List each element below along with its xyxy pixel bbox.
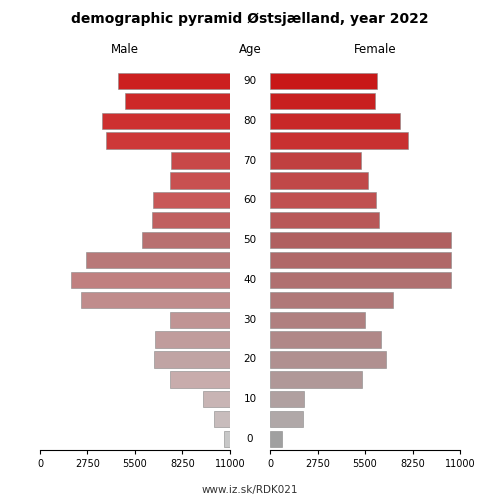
Bar	[270, 252, 452, 268]
Bar	[270, 371, 362, 388]
Text: 30: 30	[244, 314, 256, 324]
Text: 60: 60	[244, 196, 256, 205]
Text: Female: Female	[354, 43, 397, 56]
Bar	[270, 112, 400, 129]
Bar	[82, 292, 230, 308]
Bar	[71, 272, 230, 288]
Bar	[270, 332, 380, 347]
Bar	[270, 172, 368, 188]
Bar	[86, 252, 230, 268]
Bar	[170, 172, 230, 188]
Bar	[270, 92, 374, 109]
Bar	[270, 391, 304, 407]
Text: demographic pyramid Østsjælland, year 2022: demographic pyramid Østsjælland, year 20…	[71, 12, 429, 26]
Bar	[142, 232, 230, 248]
Bar	[270, 73, 377, 89]
Bar	[270, 212, 379, 228]
Bar	[270, 292, 392, 308]
Text: Age: Age	[238, 43, 262, 56]
Bar	[270, 411, 303, 428]
Bar	[224, 431, 230, 447]
Bar	[270, 312, 365, 328]
Bar	[124, 92, 230, 109]
Text: 0: 0	[247, 434, 254, 444]
Bar	[172, 152, 230, 168]
Bar	[118, 73, 230, 89]
Bar	[106, 132, 230, 149]
Text: 80: 80	[244, 116, 256, 126]
Bar	[152, 212, 230, 228]
Bar	[170, 312, 230, 328]
Bar	[270, 152, 360, 168]
Text: 90: 90	[244, 76, 256, 86]
Bar	[154, 352, 230, 368]
Bar	[270, 431, 281, 447]
Bar	[203, 391, 230, 407]
Text: 70: 70	[244, 156, 256, 166]
Bar	[270, 192, 376, 208]
Text: 20: 20	[244, 354, 256, 364]
Text: 50: 50	[244, 235, 256, 245]
Bar	[270, 232, 450, 248]
Bar	[270, 352, 386, 368]
Bar	[270, 272, 452, 288]
Bar	[170, 371, 230, 388]
Text: 10: 10	[244, 394, 256, 404]
Bar	[153, 192, 230, 208]
Text: Male: Male	[111, 43, 139, 56]
Bar	[155, 332, 230, 347]
Bar	[102, 112, 230, 129]
Text: 40: 40	[244, 275, 256, 285]
Bar	[270, 132, 408, 149]
Bar	[214, 411, 230, 428]
Text: www.iz.sk/RDK021: www.iz.sk/RDK021	[202, 485, 298, 495]
